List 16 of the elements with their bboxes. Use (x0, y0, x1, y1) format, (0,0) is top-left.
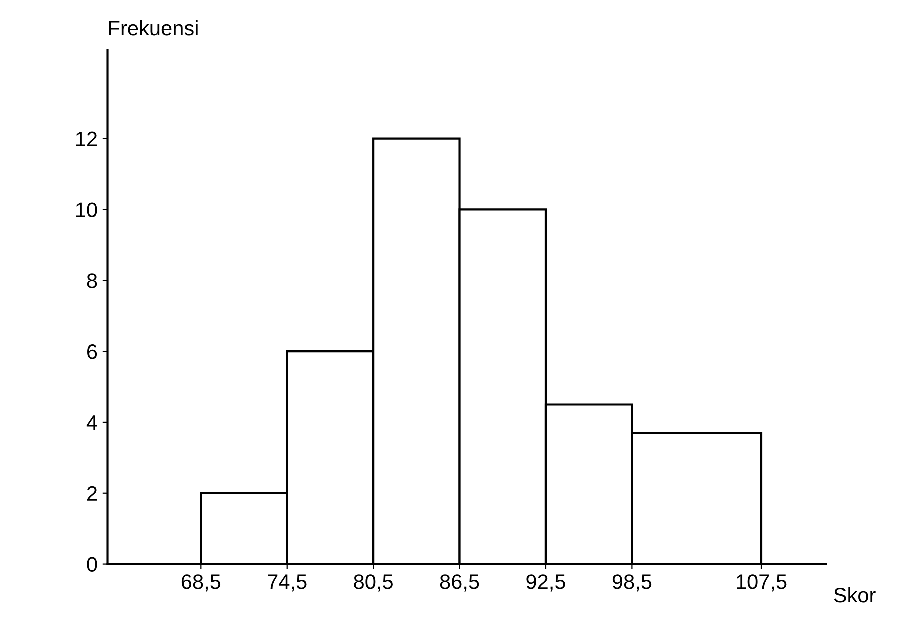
y-tick-label: 8 (87, 274, 98, 288)
x-tick-label: 86,5 (440, 574, 480, 592)
x-tick-label: 92,5 (526, 574, 566, 592)
x-tick-label: 107,5 (737, 574, 787, 592)
y-tick-label: 6 (88, 344, 98, 360)
x-axis-title: Skor (834, 587, 876, 603)
x-tick-label: 74,5 (268, 574, 307, 592)
x-tick-label: 98,5 (612, 574, 652, 592)
y-tick-label: 12 (76, 132, 97, 146)
y-tick-label: 4 (86, 416, 98, 430)
x-tick-label: 80,5 (354, 574, 393, 592)
y-tick-label: 2 (88, 486, 97, 501)
y-tick-label: 10 (76, 202, 98, 218)
y-axis-title: Frekuensi (109, 20, 198, 36)
y-tick-label: 0 (87, 557, 98, 572)
x-tick-label: 68,5 (182, 574, 221, 592)
